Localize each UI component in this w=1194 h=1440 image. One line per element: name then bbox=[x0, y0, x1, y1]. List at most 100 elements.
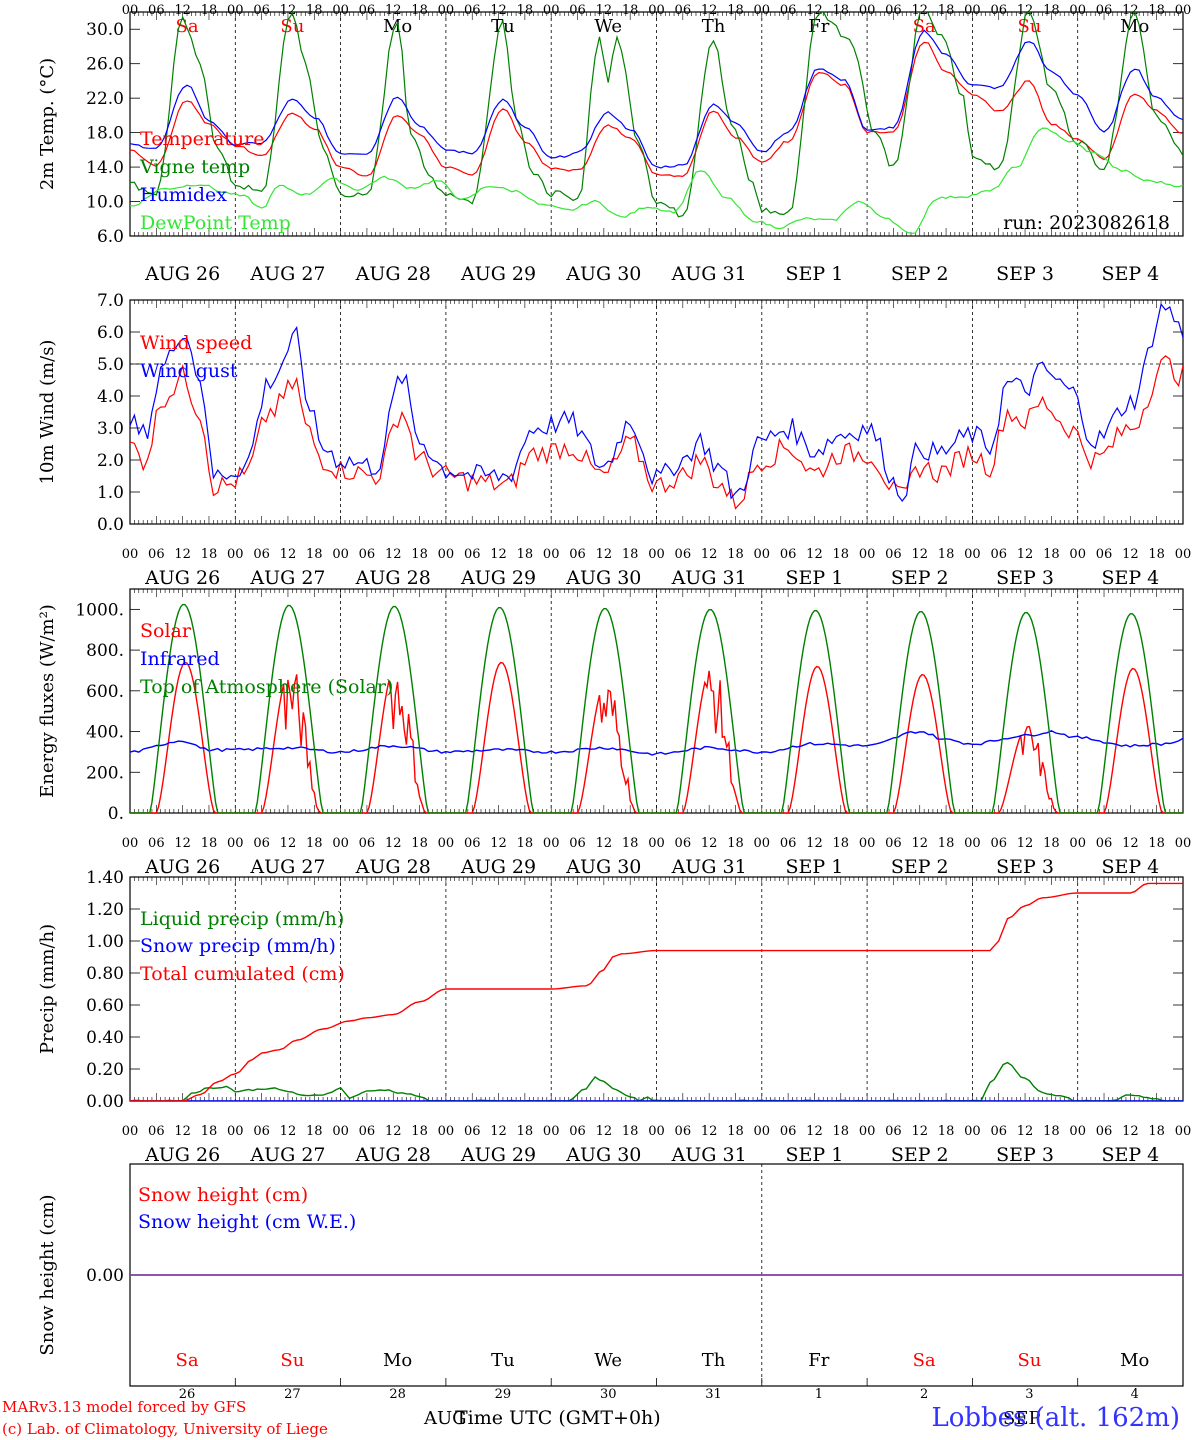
hour-tick-label: 12 bbox=[1017, 836, 1034, 851]
hour-tick-label: 12 bbox=[701, 547, 718, 562]
hour-tick-label: 18 bbox=[411, 3, 428, 18]
y-tick-label: 0.0 bbox=[97, 515, 124, 535]
day-label: AUG 30 bbox=[565, 856, 641, 878]
y-tick-label: 7.0 bbox=[97, 291, 124, 311]
legend-entry: Vigne temp bbox=[139, 156, 250, 178]
day-label: AUG 27 bbox=[249, 263, 325, 285]
y-tick-label: 0.40 bbox=[86, 1028, 124, 1048]
run-label: run: 2023082618 bbox=[1003, 212, 1170, 234]
hour-tick-label: 12 bbox=[280, 836, 297, 851]
legend-entry: Wind gust bbox=[140, 360, 238, 382]
footer: MARv3.13 model forced by GFS (c) Lab. of… bbox=[2, 1398, 1180, 1438]
day-number-label: 2 bbox=[920, 1387, 928, 1402]
hour-tick-label: 06 bbox=[780, 3, 797, 18]
weekday-label: Tu bbox=[491, 16, 515, 37]
hour-tick-label: 18 bbox=[727, 3, 744, 18]
hour-tick-label: 18 bbox=[938, 836, 955, 851]
hour-tick-label: 12 bbox=[1122, 1124, 1139, 1139]
hour-tick-label: 00 bbox=[1069, 1124, 1086, 1139]
y-tick-label: 1.40 bbox=[86, 868, 124, 888]
hour-tick-label: 00 bbox=[859, 1124, 876, 1139]
hour-tick-label: 18 bbox=[1043, 3, 1060, 18]
y-tick-label: 0.60 bbox=[86, 996, 124, 1016]
hour-tick-label: 00 bbox=[859, 547, 876, 562]
day-number-label: 1 bbox=[815, 1387, 823, 1402]
day-label: SEP 1 bbox=[786, 263, 844, 285]
weekday-label: Mo bbox=[1120, 16, 1149, 37]
hour-tick-label: 12 bbox=[280, 547, 297, 562]
day-number-label: 27 bbox=[284, 1387, 301, 1402]
hour-tick-label: 06 bbox=[885, 3, 902, 18]
hour-tick-label: 18 bbox=[833, 547, 850, 562]
hour-tick-label: 18 bbox=[1043, 836, 1060, 851]
hour-tick-label: 06 bbox=[1096, 3, 1113, 18]
hour-tick-label: 00 bbox=[332, 547, 349, 562]
hour-tick-label: 12 bbox=[911, 1124, 928, 1139]
legend-entry: Total cumulated (cm) bbox=[140, 963, 345, 985]
series-group bbox=[130, 12, 1183, 235]
series-line-energy-1 bbox=[130, 730, 1183, 756]
hour-tick-label: 18 bbox=[201, 836, 218, 851]
panel-precip: 0.00 0.20 0.40 0.60 0.80 1.00 1.20 1.40 Precip (… bbox=[37, 868, 1191, 1166]
series-line-temp-3 bbox=[130, 127, 1183, 235]
day-label: AUG 26 bbox=[144, 263, 220, 285]
hour-tick-label: 06 bbox=[569, 1124, 586, 1139]
hour-tick-label: 00 bbox=[1069, 547, 1086, 562]
hour-tick-label: 00 bbox=[332, 3, 349, 18]
hour-tick-label: 06 bbox=[359, 547, 376, 562]
legend-entry: Liquid precip (mm/h) bbox=[140, 908, 344, 930]
series-group bbox=[130, 603, 1183, 813]
y-tick-label: 200. bbox=[86, 763, 124, 783]
hour-tick-label: 18 bbox=[727, 836, 744, 851]
legend-entry: Infrared bbox=[140, 648, 220, 670]
y-tick-label: 0.00 bbox=[86, 1092, 124, 1112]
hour-tick-label: 18 bbox=[1148, 547, 1165, 562]
hour-tick-label: 00 bbox=[1069, 3, 1086, 18]
panels: 6.010.014.018.022.026.030.02m Temp. (°C)… bbox=[37, 3, 1191, 1402]
day-label: AUG 30 bbox=[565, 263, 641, 285]
hour-tick-label: 06 bbox=[569, 836, 586, 851]
series-group bbox=[130, 882, 1183, 1101]
weekday-label: We bbox=[594, 16, 622, 37]
hour-tick-label: 12 bbox=[596, 547, 613, 562]
hour-tick-label: 06 bbox=[990, 3, 1007, 18]
weekday-label: Mo bbox=[383, 1350, 412, 1371]
hour-tick-label: 00 bbox=[754, 547, 771, 562]
hour-tick-label: 18 bbox=[938, 547, 955, 562]
weekday-label: Su bbox=[280, 16, 304, 37]
day-number-label: 3 bbox=[1025, 1387, 1033, 1402]
y-tick-label: 26.0 bbox=[86, 55, 124, 75]
y-tick-label: 1.0 bbox=[97, 483, 124, 503]
model-credit: MARv3.13 model forced by GFS bbox=[2, 1398, 246, 1416]
legend-entry: Snow height (cm W.E.) bbox=[138, 1211, 356, 1233]
hour-tick-label: 06 bbox=[253, 836, 270, 851]
hour-tick-label: 06 bbox=[253, 3, 270, 18]
series-group bbox=[130, 302, 1183, 510]
hour-tick-label: 06 bbox=[885, 547, 902, 562]
hour-tick-label: 06 bbox=[359, 836, 376, 851]
hour-tick-label: 06 bbox=[780, 1124, 797, 1139]
hour-tick-label: 12 bbox=[490, 1124, 507, 1139]
hour-tick-label: 06 bbox=[990, 836, 1007, 851]
hour-tick-label: 18 bbox=[411, 836, 428, 851]
hour-tick-label: 06 bbox=[253, 1124, 270, 1139]
hour-tick-label: 00 bbox=[543, 1124, 560, 1139]
hour-tick-label: 00 bbox=[227, 836, 244, 851]
y-axis-label: Energy fluxes (W/m²) bbox=[37, 604, 58, 798]
hour-tick-label: 00 bbox=[964, 547, 981, 562]
panel-frame bbox=[129, 588, 1184, 814]
hour-tick-label: 00 bbox=[122, 1124, 139, 1139]
hour-tick-label: 00 bbox=[754, 3, 771, 18]
hour-tick-label: 18 bbox=[201, 1124, 218, 1139]
weekday-label: Sa bbox=[176, 1350, 199, 1371]
hour-tick-label: 12 bbox=[1122, 836, 1139, 851]
hour-tick-label: 00 bbox=[964, 1124, 981, 1139]
hour-tick-label: 18 bbox=[833, 3, 850, 18]
hour-tick-label: 00 bbox=[648, 1124, 665, 1139]
day-label: SEP 2 bbox=[891, 263, 949, 285]
hour-tick-label: 00 bbox=[964, 3, 981, 18]
day-label: SEP 2 bbox=[891, 567, 949, 589]
day-label: AUG 27 bbox=[249, 1144, 325, 1166]
y-axis-label: 10m Wind (m/s) bbox=[37, 340, 58, 485]
